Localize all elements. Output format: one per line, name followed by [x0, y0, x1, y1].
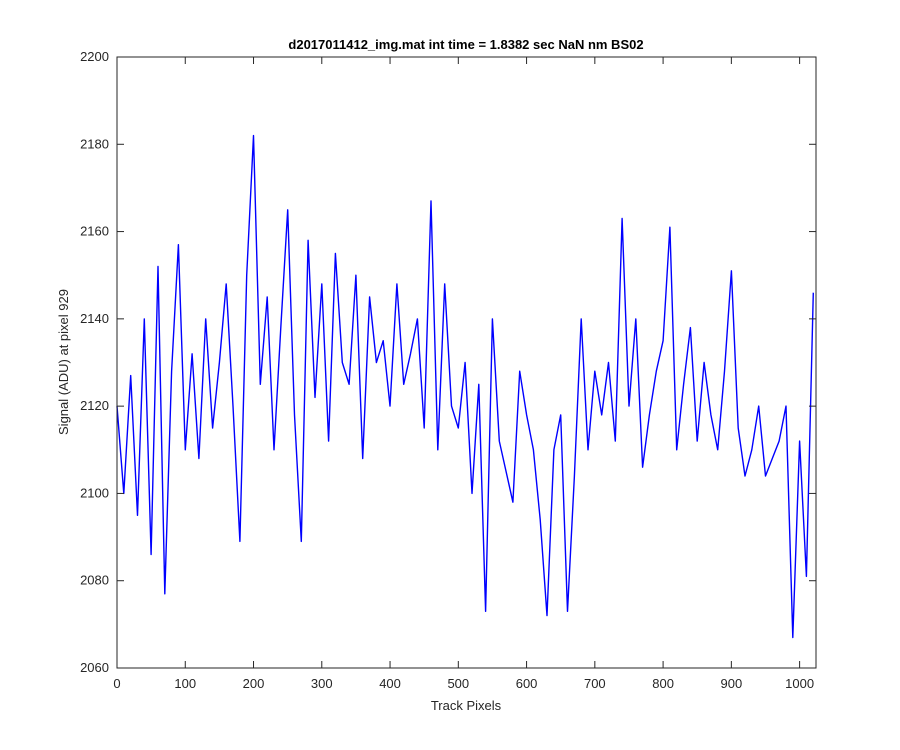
y-tick-label: 2180 [80, 136, 109, 151]
x-tick-label: 800 [652, 676, 674, 691]
series-line-0 [116, 134, 814, 639]
x-tick-label: 0 [113, 676, 120, 691]
y-tick-label: 2100 [80, 485, 109, 500]
x-tick-label: 300 [311, 676, 333, 691]
y-tick-label: 2200 [80, 49, 109, 64]
x-tick-label: 500 [447, 676, 469, 691]
y-axis-ticks: 2060 2080 2100 2120 2140 2160 2180 2200 [80, 49, 816, 675]
x-tick-label: 900 [721, 676, 743, 691]
plot-area: 0 100 200 300 400 500 600 700 800 900 1000 2060 208… [80, 49, 817, 691]
x-axis-label: Track Pixels [431, 698, 502, 713]
x-tick-label: 1000 [785, 676, 814, 691]
x-tick-label: 200 [243, 676, 265, 691]
y-tick-label: 2120 [80, 398, 109, 413]
y-tick-label: 2140 [80, 311, 109, 326]
y-tick-label: 2060 [80, 660, 109, 675]
chart-title: d2017011412_img.mat int time = 1.8382 se… [288, 37, 643, 52]
y-tick-label: 2160 [80, 224, 109, 239]
x-tick-label: 100 [174, 676, 196, 691]
axes-background [117, 57, 816, 668]
x-tick-label: 400 [379, 676, 401, 691]
axes-box [116, 56, 817, 669]
y-axis-label: Signal (ADU) at pixel 929 [56, 289, 71, 435]
x-tick-label: 600 [516, 676, 538, 691]
series-layer [116, 134, 814, 639]
x-tick-label: 700 [584, 676, 606, 691]
x-axis-ticks: 0 100 200 300 400 500 600 700 800 900 1000 [113, 57, 814, 691]
y-tick-label: 2080 [80, 573, 109, 588]
